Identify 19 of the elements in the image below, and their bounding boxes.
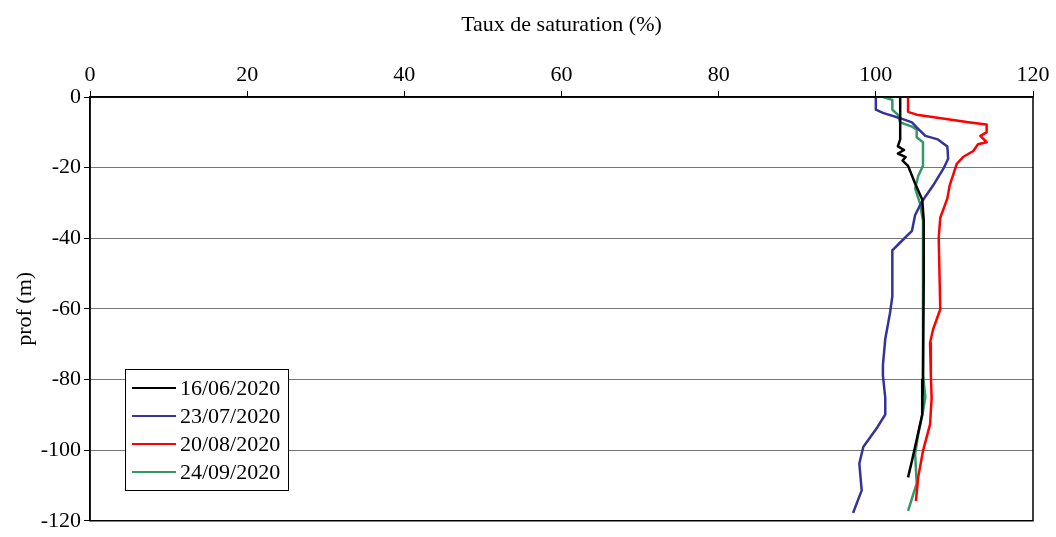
x-tick-label: 40 (393, 60, 416, 86)
x-tick-label: 120 (1016, 60, 1050, 86)
y-tick-label: -100 (40, 435, 81, 461)
x-tick-label: 100 (859, 60, 893, 86)
x-tick-label: 60 (550, 60, 573, 86)
y-tick-label: -120 (40, 506, 81, 532)
legend-label: 24/09/2020 (180, 457, 281, 486)
legend-label: 20/08/2020 (180, 429, 281, 458)
x-tick-label: 20 (236, 60, 259, 86)
legend-label: 16/06/2020 (180, 373, 281, 402)
x-axis-title: Taux de saturation (%) (461, 10, 662, 36)
y-tick-label: 0 (70, 82, 81, 108)
y-tick-label: -80 (51, 365, 81, 391)
y-tick-label: -20 (51, 153, 81, 179)
y-tick-label: -40 (51, 224, 81, 250)
legend-label: 23/07/2020 (180, 401, 281, 430)
y-tick-label: -60 (51, 294, 81, 320)
y-axis-title: prof (m) (10, 271, 36, 346)
x-tick-label: 80 (707, 60, 730, 86)
